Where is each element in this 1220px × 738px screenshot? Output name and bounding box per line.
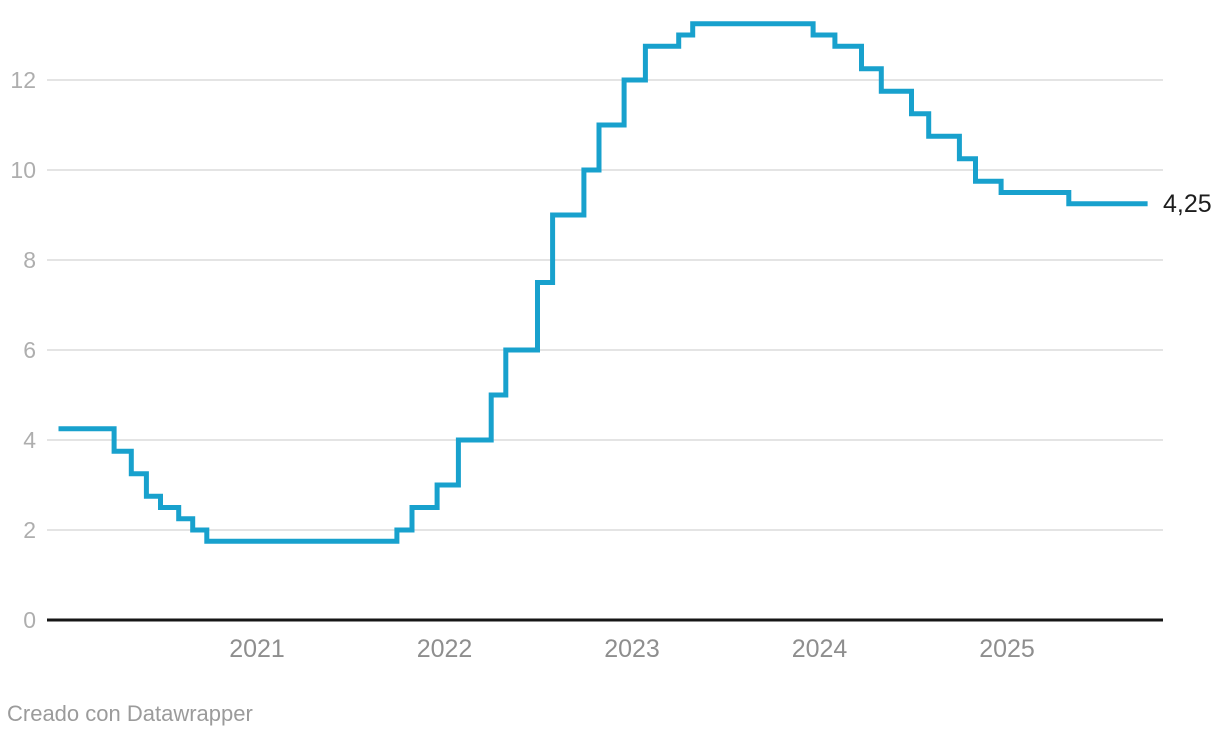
end-value-label: 4,25 (1163, 190, 1212, 218)
y-tick-label: 12 (10, 67, 36, 93)
y-tick-label: 8 (23, 247, 36, 273)
y-tick-label: 10 (10, 157, 36, 183)
y-tick-label: 2 (23, 517, 36, 543)
y-axis-tick-labels: 0 2 4 6 8 10 12 (10, 67, 36, 633)
y-tick-label: 0 (23, 607, 36, 633)
y-tick-label: 6 (23, 337, 36, 363)
x-tick-label: 2022 (417, 635, 473, 663)
x-tick-label: 2021 (229, 635, 285, 663)
datawrapper-credit-link[interactable]: Creado con Datawrapper (7, 701, 253, 726)
x-tick-label: 2025 (979, 635, 1035, 663)
gridlines (47, 79, 1163, 622)
x-tick-label: 2024 (792, 635, 848, 663)
y-tick-label: 4 (23, 427, 36, 453)
rate-step-line (58, 21, 1148, 544)
x-axis-tick-labels: 2021 2022 2023 2024 2025 (229, 635, 1035, 663)
x-tick-label: 2023 (604, 635, 660, 663)
